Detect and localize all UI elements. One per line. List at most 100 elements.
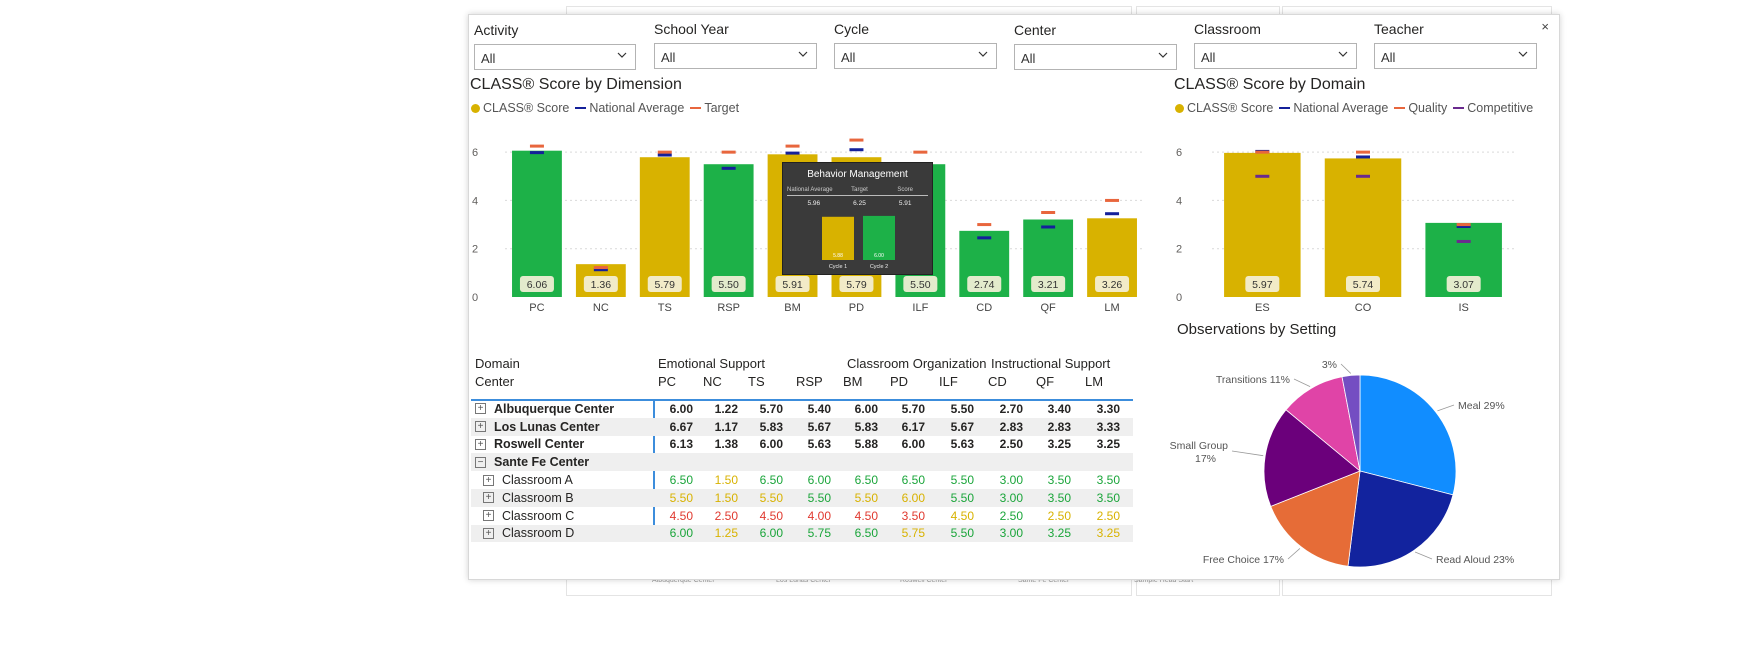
expand-icon[interactable]: + xyxy=(475,403,486,415)
matrix-cell: 5.67 xyxy=(807,419,831,434)
tooltip-divider xyxy=(787,195,928,196)
legend-swatch xyxy=(1453,107,1465,109)
classroom-dropdown[interactable]: All xyxy=(1194,43,1357,69)
y-tick-label: 4 xyxy=(472,195,478,207)
bar[interactable] xyxy=(1224,152,1301,297)
activity-dropdown[interactable]: All xyxy=(474,44,636,70)
bar[interactable] xyxy=(703,164,754,297)
matrix-cell: 4.50 xyxy=(669,508,693,523)
tooltip-bar-label: Cycle 2 xyxy=(870,264,888,270)
pie-label: Small Group 17% xyxy=(1170,440,1228,465)
matrix-table: + Albuquerque Center 6.00 1.22 5.70 5.40 6.00 5… xyxy=(471,400,1133,543)
matrix-cell: 5.88 xyxy=(854,437,878,452)
matrix-cell: 5.50 xyxy=(759,490,783,505)
leader-line xyxy=(1293,378,1311,388)
expand-icon[interactable]: + xyxy=(475,438,486,450)
matrix-cell: 6.00 xyxy=(759,437,783,452)
pie-slice[interactable] xyxy=(1359,374,1457,496)
teacher-dropdown[interactable]: All xyxy=(1374,43,1537,69)
domain-bar-chart[interactable]: 0 2 4 6 5.97 ES 5.74 CO 3.07 IS xyxy=(1170,120,1554,320)
matrix-row[interactable]: + Los Lunas Center 6.67 1.17 5.83 5.67 5.83 6.1… xyxy=(471,417,1133,436)
matrix-column-header[interactable]: PC xyxy=(658,374,677,389)
pie-slice[interactable] xyxy=(1270,470,1361,567)
data-label-text: 5.50 xyxy=(910,279,931,291)
background-label: Albuquerque Center xyxy=(652,577,715,584)
matrix-cell: 5.83 xyxy=(854,419,878,434)
legend-label: CLASS® Score xyxy=(1187,101,1274,115)
data-label-text: 3.26 xyxy=(1102,279,1123,291)
pie-label: Meal 29% xyxy=(1458,400,1505,412)
data-label: 5.79 xyxy=(647,276,682,292)
legend-item[interactable]: Quality xyxy=(1394,101,1447,115)
matrix-cell: 6.17 xyxy=(901,419,925,434)
legend-item[interactable]: Competitive xyxy=(1453,101,1533,115)
bar[interactable] xyxy=(639,157,690,297)
expand-icon[interactable]: + xyxy=(483,510,494,522)
reference-marker xyxy=(1255,174,1270,178)
data-label-text: 5.91 xyxy=(782,279,803,291)
expand-icon[interactable]: + xyxy=(483,474,494,486)
matrix-row[interactable]: + Classroom B 5.50 1.50 5.50 5.50 5.50 6.00 5.50… xyxy=(471,488,1133,507)
pie-slice[interactable] xyxy=(1347,470,1454,568)
legend-item[interactable]: CLASS® Score xyxy=(1175,101,1273,115)
expand-icon[interactable]: + xyxy=(475,421,486,433)
background-label: Sante Fe Center xyxy=(1018,577,1070,584)
tooltip-value: 6.25 xyxy=(853,200,866,207)
matrix-cell: 2.50 xyxy=(999,437,1023,452)
bar[interactable] xyxy=(1324,158,1402,297)
bar[interactable] xyxy=(512,150,562,297)
legend-item[interactable]: CLASS® Score xyxy=(471,101,569,115)
matrix-row[interactable]: + Albuquerque Center 6.00 1.22 5.70 5.40 6.00 5… xyxy=(471,400,1133,418)
data-label-text: 5.79 xyxy=(655,279,676,291)
matrix-row[interactable]: + Classroom D 6.00 1.25 6.00 5.75 6.50 5.75 5.50… xyxy=(471,524,1133,543)
data-label: 3.26 xyxy=(1095,276,1130,292)
legend-item[interactable]: National Average xyxy=(1279,101,1388,115)
expand-icon[interactable]: + xyxy=(483,527,494,539)
pie-slice[interactable] xyxy=(1285,376,1361,473)
close-icon[interactable]: × xyxy=(1541,19,1549,34)
matrix-row[interactable]: + Roswell Center 6.13 1.38 6.00 5.63 5.88 6.00 5… xyxy=(471,436,1133,454)
matrix-cell: 3.00 xyxy=(999,490,1023,505)
matrix-row[interactable]: + Classroom C 4.50 2.50 4.50 4.00 4.50 3.50 4.50… xyxy=(471,507,1133,525)
center-dropdown[interactable]: All xyxy=(1014,44,1177,70)
matrix-column-header[interactable]: NC xyxy=(703,374,722,389)
matrix-row[interactable]: − Sante Fe Center xyxy=(471,453,1133,472)
matrix-column-header[interactable]: CD xyxy=(988,374,1007,389)
matrix-column-header[interactable]: TS xyxy=(748,374,765,389)
legend-label: Quality xyxy=(1408,101,1448,115)
matrix-column-header[interactable]: PD xyxy=(890,374,909,389)
cycle-dropdown[interactable]: All xyxy=(834,43,997,69)
matrix-cell: 6.00 xyxy=(759,526,783,541)
data-label: 5.50 xyxy=(903,276,938,292)
legend-item[interactable]: Target xyxy=(690,101,739,115)
pie-slice[interactable] xyxy=(1341,374,1361,472)
matrix-cell: 3.25 xyxy=(1047,526,1071,541)
matrix-cell: 6.00 xyxy=(854,401,878,416)
reference-marker xyxy=(785,151,800,155)
legend-item[interactable]: National Average xyxy=(575,101,684,115)
matrix-column-header[interactable]: RSP xyxy=(796,374,823,389)
tooltip-values-row: 5.96 6.25 5.91 xyxy=(783,200,932,207)
observations-pie-chart[interactable]: Meal 29% Read Aloud 23% Free Choice 17% Sma… xyxy=(1170,345,1550,575)
matrix-column-header[interactable]: QF xyxy=(1036,374,1055,389)
pie-slice[interactable] xyxy=(1263,409,1361,507)
data-label-text: 3.21 xyxy=(1038,279,1059,291)
matrix-column-header[interactable]: ILF xyxy=(939,374,958,389)
x-tick-label: PC xyxy=(529,302,544,314)
domain-chart-legend: CLASS® Score National Average Quality Compe… xyxy=(1175,101,1539,115)
school-year-dropdown[interactable]: All xyxy=(654,43,817,69)
matrix-cell: 4.00 xyxy=(807,508,831,523)
collapse-icon[interactable]: − xyxy=(475,456,486,468)
pie-chart-title: Observations by Setting xyxy=(1177,321,1337,338)
tooltip-bar xyxy=(863,215,895,260)
filter-label: Teacher xyxy=(1374,21,1424,37)
matrix-column-header[interactable]: LM xyxy=(1085,374,1104,389)
data-label-text: 6.06 xyxy=(527,279,548,291)
expand-icon[interactable]: + xyxy=(483,492,494,504)
data-label: 6.06 xyxy=(519,276,554,292)
matrix-cell: 4.50 xyxy=(759,508,783,523)
matrix-row[interactable]: + Classroom A 6.50 1.50 6.50 6.00 6.50 6.50 5.50… xyxy=(471,471,1133,489)
reference-marker xyxy=(721,166,736,170)
matrix-column-header[interactable]: BM xyxy=(843,374,863,389)
